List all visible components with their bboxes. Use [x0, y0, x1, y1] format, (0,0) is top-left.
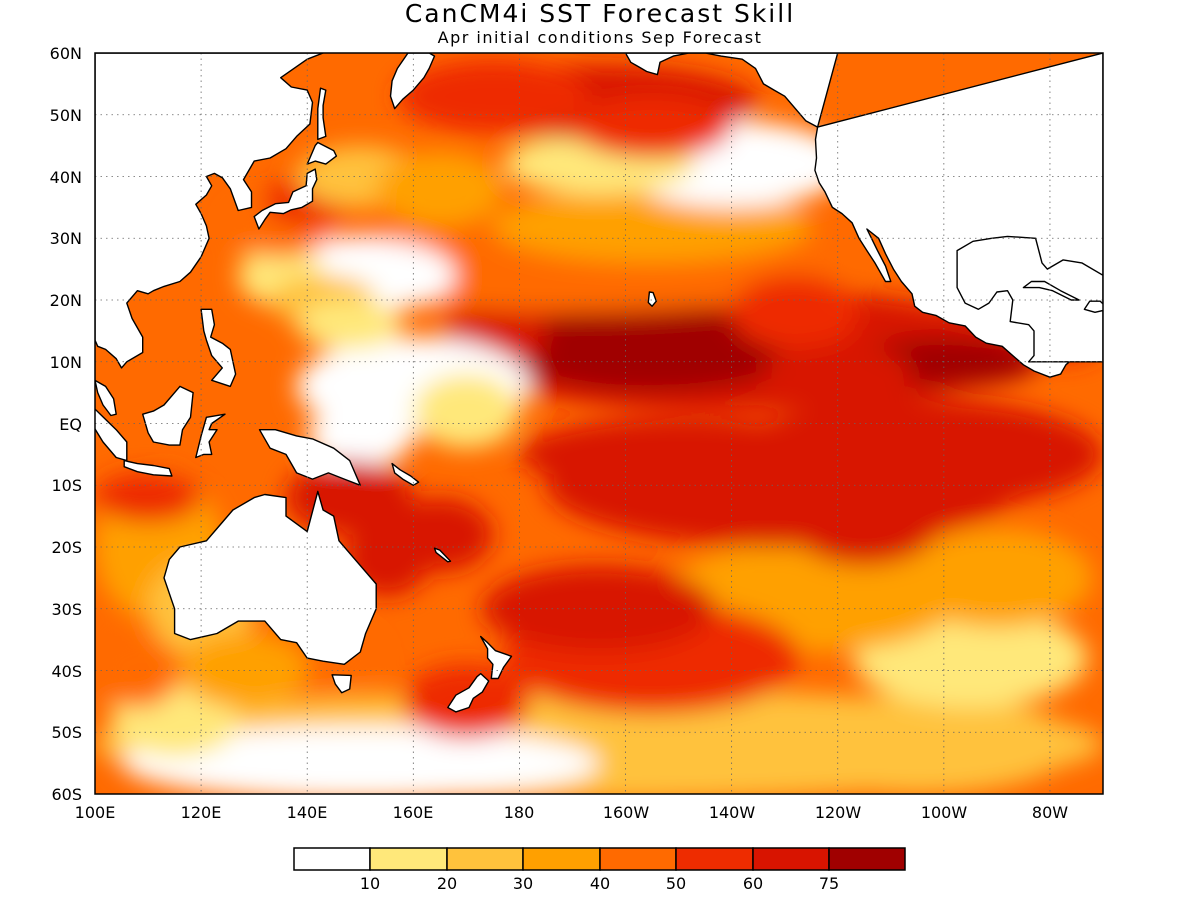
new-caledonia: [433, 547, 452, 563]
skill-patch: [519, 417, 838, 492]
sulawesi: [195, 413, 226, 459]
legend-box: [293, 847, 371, 871]
legend-box: [369, 847, 448, 871]
skill-patch: [95, 472, 202, 523]
lat-label: 30N: [50, 229, 82, 248]
cuba: [1022, 280, 1080, 301]
java: [123, 459, 173, 477]
legend-box: [675, 847, 754, 871]
lat-axis-labels: 60N 50N 40N 30N 20N 10N EQ 10S 20S 30S 4…: [50, 44, 82, 804]
lat-label: 20S: [51, 538, 82, 557]
skill-patch: [482, 565, 716, 652]
legend-label: 10: [360, 874, 380, 893]
hokkaido: [306, 141, 338, 165]
solomon-islands: [391, 462, 420, 486]
lon-label: 120E: [181, 803, 222, 822]
lat-label: 40S: [51, 662, 82, 681]
legend-label: 30: [513, 874, 533, 893]
lon-label: 160E: [393, 803, 434, 822]
skill-patch: [95, 633, 180, 708]
legend-label: 40: [590, 874, 610, 893]
new-zealand-north: [480, 635, 513, 680]
legend-box: [752, 847, 830, 871]
japan-honshu: [253, 168, 318, 230]
kamchatka: [389, 53, 436, 110]
skill-patch: [121, 726, 599, 794]
hawaii: [647, 291, 657, 307]
skill-patch: [763, 343, 913, 405]
legend-box: [446, 847, 524, 871]
map-title: CanCM4i SST Forecast Skill: [404, 0, 796, 28]
lon-label: 160W: [603, 803, 650, 822]
skill-patch: [503, 306, 801, 393]
skill-patch: [731, 275, 859, 350]
new-guinea: [258, 429, 361, 486]
legend-box: [828, 847, 906, 871]
lat-label: 60N: [50, 44, 82, 63]
map-subtitle: Apr initial conditions Sep Forecast: [437, 28, 763, 47]
lat-label: 50S: [51, 723, 82, 742]
skill-patch: [296, 300, 403, 350]
lat-label: 20N: [50, 291, 82, 310]
lat-label: EQ: [59, 415, 82, 434]
color-legend: 10 20 30 40 50 60 75: [293, 847, 906, 893]
lon-label: 180: [504, 803, 535, 822]
sakhalin: [317, 87, 327, 141]
skill-patch: [572, 96, 732, 158]
lon-label: 100E: [75, 803, 116, 822]
lon-label: 140W: [709, 803, 756, 822]
lat-label: 40N: [50, 168, 82, 187]
plot-frame: [94, 52, 1104, 795]
tasmania: [331, 674, 352, 694]
legend-label: 75: [819, 874, 839, 893]
lat-label: 60S: [51, 785, 82, 804]
philippines: [200, 308, 237, 388]
skill-patch: [386, 497, 493, 572]
skill-patch: [758, 695, 1077, 794]
lon-label: 80W: [1032, 803, 1068, 822]
lat-label: 10N: [50, 353, 82, 372]
asia-mainland: [95, 53, 324, 369]
lon-label: 100W: [921, 803, 968, 822]
lon-axis-labels: 100E 120E 140E 160E 180 160W 140W 120W 1…: [75, 803, 1069, 822]
indochina-south: [95, 379, 117, 417]
skill-patch: [784, 466, 944, 566]
land-masses: [95, 53, 1103, 713]
legend-box: [522, 847, 601, 871]
legend-label: 50: [666, 874, 686, 893]
skill-patch: [376, 151, 504, 226]
alaska: [624, 53, 839, 128]
lon-label: 120W: [815, 803, 862, 822]
hispaniola: [1083, 300, 1103, 313]
legend-box: [599, 847, 677, 871]
lon-label: 140E: [287, 803, 328, 822]
lat-label: 30S: [51, 600, 82, 619]
legend-label: 20: [437, 874, 457, 893]
legend-label: 60: [743, 874, 763, 893]
skill-patch: [413, 374, 520, 449]
australia: [163, 490, 377, 665]
lat-label: 10S: [51, 476, 82, 495]
new-zealand-south: [447, 672, 490, 713]
borneo: [142, 385, 194, 446]
lat-label: 50N: [50, 106, 82, 125]
